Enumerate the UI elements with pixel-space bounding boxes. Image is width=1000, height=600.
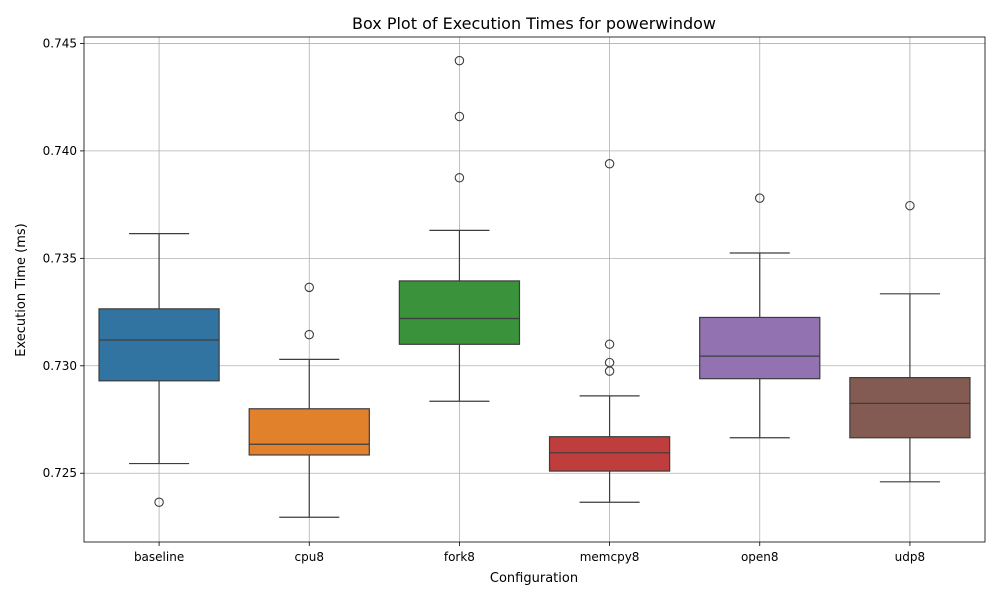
x-tick-label: fork8 xyxy=(444,550,475,564)
outlier-point xyxy=(304,282,314,293)
iqr-box xyxy=(849,377,971,439)
chart-title: Box Plot of Execution Times for powerwin… xyxy=(352,14,716,33)
y-tick-label: 0.745 xyxy=(43,36,77,50)
y-tick-label: 0.730 xyxy=(43,359,77,373)
x-tick-label: cpu8 xyxy=(295,550,324,564)
box-open8 xyxy=(699,193,821,439)
boxes-group xyxy=(98,55,971,518)
x-tick-label: baseline xyxy=(134,550,184,564)
box-baseline xyxy=(98,233,220,507)
iqr-box xyxy=(699,316,821,380)
outlier-point xyxy=(154,497,164,507)
iqr-box xyxy=(248,408,370,456)
plot-frame xyxy=(83,36,986,543)
outlier-point xyxy=(604,159,615,169)
outlier-point xyxy=(754,193,765,203)
box-fork8 xyxy=(398,55,521,402)
box-cpu8 xyxy=(248,282,370,518)
x-tick-label: udp8 xyxy=(895,550,925,564)
plot-area xyxy=(84,37,985,542)
iqr-box xyxy=(398,280,521,345)
y-axis-ticks: 0.725 0.730 0.735 0.740 0.745 xyxy=(43,36,84,480)
x-axis-label: Configuration xyxy=(490,571,578,586)
y-tick-label: 0.725 xyxy=(43,466,77,480)
y-tick-label: 0.740 xyxy=(43,144,77,158)
outlier-point xyxy=(454,55,465,66)
outlier-point xyxy=(454,111,465,122)
y-axis-label: Execution Time (ms) xyxy=(14,223,29,356)
outlier-point xyxy=(905,200,915,211)
box-udp8 xyxy=(849,200,971,483)
outlier-point xyxy=(604,339,615,350)
box-memcpy8 xyxy=(548,159,671,503)
outlier-point xyxy=(604,357,615,368)
x-axis-ticks: baseline cpu8 fork8 memcpy8 open8 udp8 xyxy=(134,542,925,564)
outlier-point xyxy=(454,173,465,183)
x-tick-label: memcpy8 xyxy=(580,550,640,564)
x-tick-label: open8 xyxy=(741,550,779,564)
iqr-box xyxy=(98,308,220,382)
iqr-box xyxy=(548,436,671,472)
y-tick-label: 0.735 xyxy=(43,251,77,265)
outlier-point xyxy=(304,329,314,340)
